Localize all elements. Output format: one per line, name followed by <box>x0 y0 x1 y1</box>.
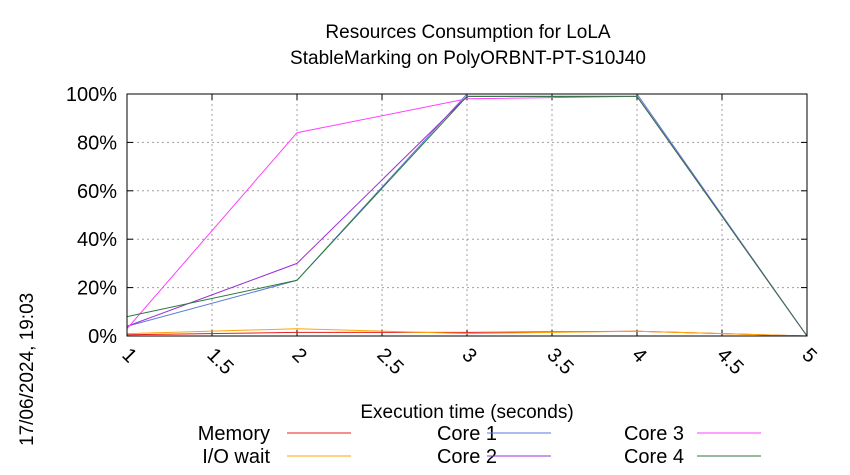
series-lines <box>126 93 808 337</box>
x-tick-label: 5 <box>797 344 820 367</box>
y-tick-label: 60% <box>77 181 117 203</box>
x-tick-label: 4 <box>627 344 650 367</box>
y-tick-label: 20% <box>77 278 117 300</box>
legend-label: Memory <box>198 423 270 445</box>
plot-frame <box>126 93 808 337</box>
legend-item: Core 1 <box>437 423 551 445</box>
timestamp-label: 17/06/2024, 19:03 <box>17 293 38 446</box>
legend-label: I/O wait <box>202 446 270 468</box>
y-tick-label: 100% <box>66 84 117 106</box>
legend-label: Core 2 <box>437 446 497 468</box>
legend-label: Core 1 <box>437 423 497 445</box>
x-tick-label: 4.5 <box>712 344 747 379</box>
legend-item: Core 2 <box>437 446 551 468</box>
grid <box>127 94 807 336</box>
x-tick-label: 2 <box>287 344 310 367</box>
y-tick-label: 0% <box>88 326 117 348</box>
x-axis-label: Execution time (seconds) <box>360 402 573 423</box>
legend-item: I/O wait <box>202 446 351 468</box>
legend-label: Core 3 <box>624 423 684 445</box>
y-tick-label: 80% <box>77 132 117 154</box>
x-tick-label: 3.5 <box>542 344 577 379</box>
legend-label: Core 4 <box>624 446 684 468</box>
chart-title-line-2: StableMarking on PolyORBNT-PT-S10J40 <box>290 48 646 69</box>
x-tick-label: 1.5 <box>202 344 237 379</box>
x-tick-label: 3 <box>457 344 480 367</box>
y-axis: 0% 20% 40% 60% 80% 100% <box>66 84 807 348</box>
x-tick-label: 1 <box>117 344 140 367</box>
legend-item: Memory <box>198 423 351 445</box>
chart-title-line-1: Resources Consumption for LoLA <box>325 22 610 43</box>
x-tick-label: 2.5 <box>372 344 407 379</box>
legend-item: Core 4 <box>624 446 761 468</box>
series-line-core-4 <box>126 95 808 337</box>
y-tick-label: 40% <box>77 229 117 251</box>
legend-item: Core 3 <box>624 423 761 445</box>
series-line-i-o-wait <box>126 328 808 337</box>
